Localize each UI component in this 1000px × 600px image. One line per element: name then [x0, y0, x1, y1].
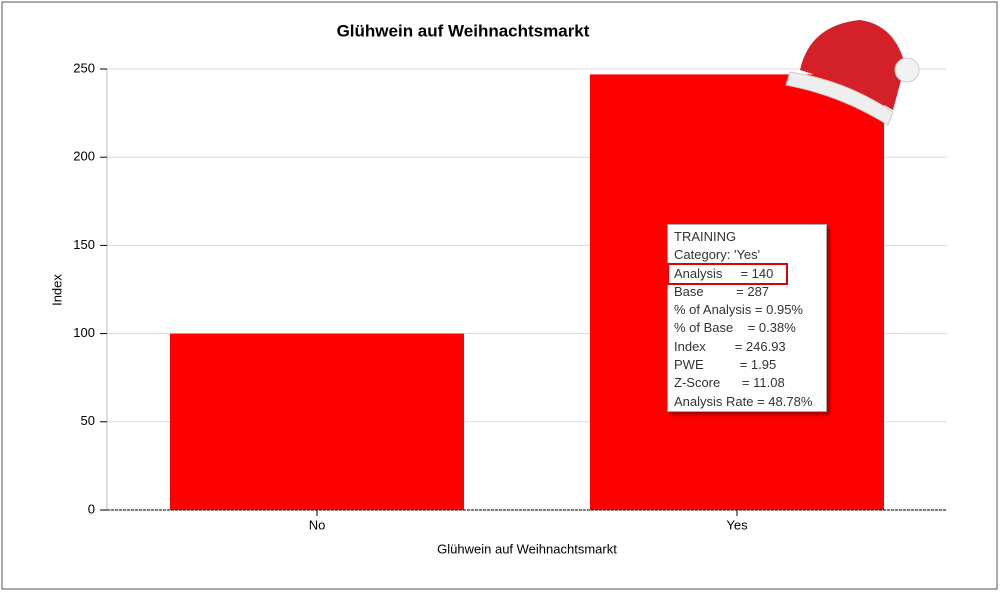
tooltip-line: Analysis = 140: [667, 262, 788, 285]
y-axis-label: Index: [49, 274, 64, 306]
tooltip-line: TRAINING: [674, 229, 737, 244]
x-axis-label: Glühwein auf Weihnachtsmarkt: [437, 541, 617, 556]
tooltip-line: Category: 'Yes': [674, 247, 761, 263]
x-tick-label: Yes: [726, 517, 748, 532]
bar: [170, 333, 464, 510]
tooltip-line: Base = 287: [674, 283, 770, 299]
tooltip: TRAINING Category: 'Yes' Analysis = 140 Bas…: [667, 224, 827, 412]
y-tick-label: 100: [73, 325, 95, 340]
y-tick-label: 200: [73, 149, 95, 164]
x-tick-label: No: [309, 517, 326, 532]
y-tick-label: 50: [81, 413, 95, 428]
tooltip-line: Index = 246.93: [674, 338, 786, 354]
y-tick-label: 250: [73, 60, 95, 75]
chart-title: Glühwein auf Weihnachtsmarkt: [337, 21, 590, 40]
tooltip-line: % of Base = 0.38%: [674, 320, 796, 336]
tooltip-line: Z-Score = 11.08: [674, 375, 785, 391]
tooltip-line: Analysis Rate = 48.78%: [674, 393, 813, 409]
y-tick-label: 150: [73, 237, 95, 252]
y-tick-label: 0: [88, 501, 95, 516]
tooltip-line: PWE = 1.95: [674, 357, 777, 373]
tooltip-line: % of Analysis = 0.95%: [674, 302, 803, 318]
